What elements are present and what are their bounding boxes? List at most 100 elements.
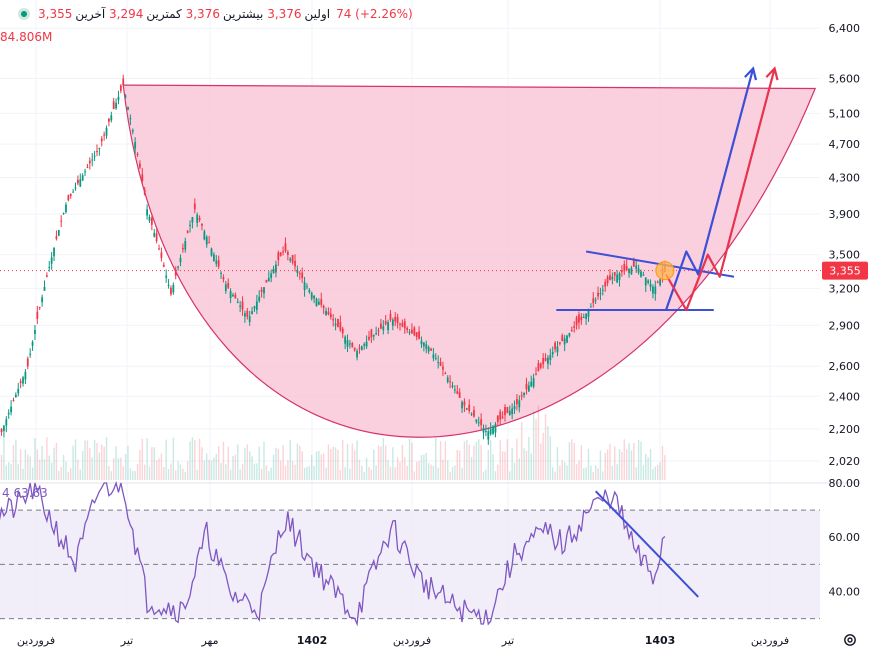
candle-body	[72, 191, 75, 193]
volume-bar	[289, 439, 291, 480]
candle-body	[365, 341, 368, 347]
volume-bar	[229, 469, 232, 480]
volume-bar	[241, 463, 244, 480]
volume-bar	[647, 457, 649, 480]
volume-bar	[592, 471, 594, 480]
candle-body	[265, 279, 268, 283]
candle-body	[356, 350, 358, 358]
volume-bar	[573, 442, 575, 480]
candle-body	[418, 331, 420, 339]
candle-body	[143, 189, 146, 195]
candle-body	[525, 383, 528, 390]
candle-body	[246, 310, 249, 317]
volume-bar	[628, 443, 630, 480]
candle-body	[69, 193, 72, 196]
volume-bar	[17, 463, 19, 480]
volume-bar	[62, 454, 65, 480]
candle-body	[320, 299, 323, 305]
candle-body	[14, 394, 17, 398]
candle-body	[434, 358, 437, 360]
candle-body	[520, 395, 523, 397]
candle-body	[523, 392, 525, 396]
candle-body	[349, 343, 351, 345]
volume-bar	[661, 445, 664, 480]
candle-body	[158, 248, 160, 250]
candle-body	[279, 252, 282, 256]
volume-bar	[380, 446, 382, 480]
candle-body	[57, 230, 60, 236]
candle-body	[45, 275, 48, 277]
volume-bar	[566, 465, 568, 480]
candle-body	[475, 419, 478, 422]
candle-body	[322, 305, 325, 308]
candle-body	[172, 284, 175, 293]
volume-bar	[58, 471, 60, 480]
candle-body	[568, 333, 571, 337]
volume-bar	[260, 468, 263, 480]
candle-body	[155, 233, 158, 242]
volume-bar	[31, 467, 34, 480]
candle-body	[38, 306, 41, 308]
volume-bar	[509, 471, 511, 480]
volume-bar	[15, 439, 17, 480]
candle-body	[580, 316, 583, 321]
candle-body	[492, 426, 494, 434]
volume-bar	[427, 463, 430, 480]
volume-bar	[0, 454, 3, 480]
candle-body	[291, 255, 294, 263]
candle-body	[210, 248, 213, 256]
volume-bar	[492, 454, 494, 480]
candle-body	[647, 280, 650, 283]
candle-body	[406, 327, 409, 331]
volume-bar	[337, 449, 339, 480]
time-axis-label: مهر	[200, 634, 218, 647]
candle-body	[296, 270, 299, 273]
settings-icon[interactable]	[843, 633, 857, 647]
candle-body	[50, 257, 53, 264]
volume-bar	[215, 453, 217, 480]
candle-body	[310, 292, 313, 299]
volume-bar	[296, 443, 299, 480]
candle-body	[186, 230, 189, 233]
candle-body	[60, 220, 63, 222]
candle-body	[508, 410, 511, 416]
volume-bar	[105, 437, 108, 480]
volume-bar	[77, 459, 79, 480]
volume-bar	[547, 426, 549, 480]
candle-body	[652, 286, 654, 294]
volume-bar	[549, 436, 552, 480]
candle-body	[119, 85, 122, 91]
candle-body	[205, 236, 208, 245]
price-axis-label: 4,700	[829, 138, 861, 151]
volume-bar	[334, 447, 337, 480]
candle-body	[286, 252, 289, 255]
candle-body	[165, 275, 168, 278]
volume-bar	[148, 466, 151, 480]
volume-bar	[41, 446, 43, 480]
volume-bar	[563, 462, 566, 480]
candle-body	[578, 314, 580, 323]
candle-body	[177, 266, 180, 268]
volume-bar	[418, 460, 420, 480]
volume-bar	[430, 464, 432, 480]
volume-bar	[280, 460, 282, 480]
candle-body	[275, 264, 277, 273]
candle-body	[644, 277, 647, 286]
volume-bar	[291, 460, 294, 480]
candle-body	[253, 306, 256, 309]
candle-body	[224, 284, 227, 291]
candle-body	[79, 179, 82, 187]
volume-bar	[34, 438, 36, 480]
volume-bar	[602, 471, 604, 480]
volume-bar	[537, 405, 540, 480]
candle-body	[108, 118, 110, 122]
candle-body	[88, 160, 91, 164]
volume-bar	[74, 439, 77, 480]
candle-body	[160, 252, 163, 258]
volume-bar	[487, 449, 489, 480]
candle-body	[203, 231, 206, 240]
volume-bar	[594, 465, 597, 480]
candle-body	[258, 296, 261, 302]
volume-bar	[554, 471, 556, 480]
